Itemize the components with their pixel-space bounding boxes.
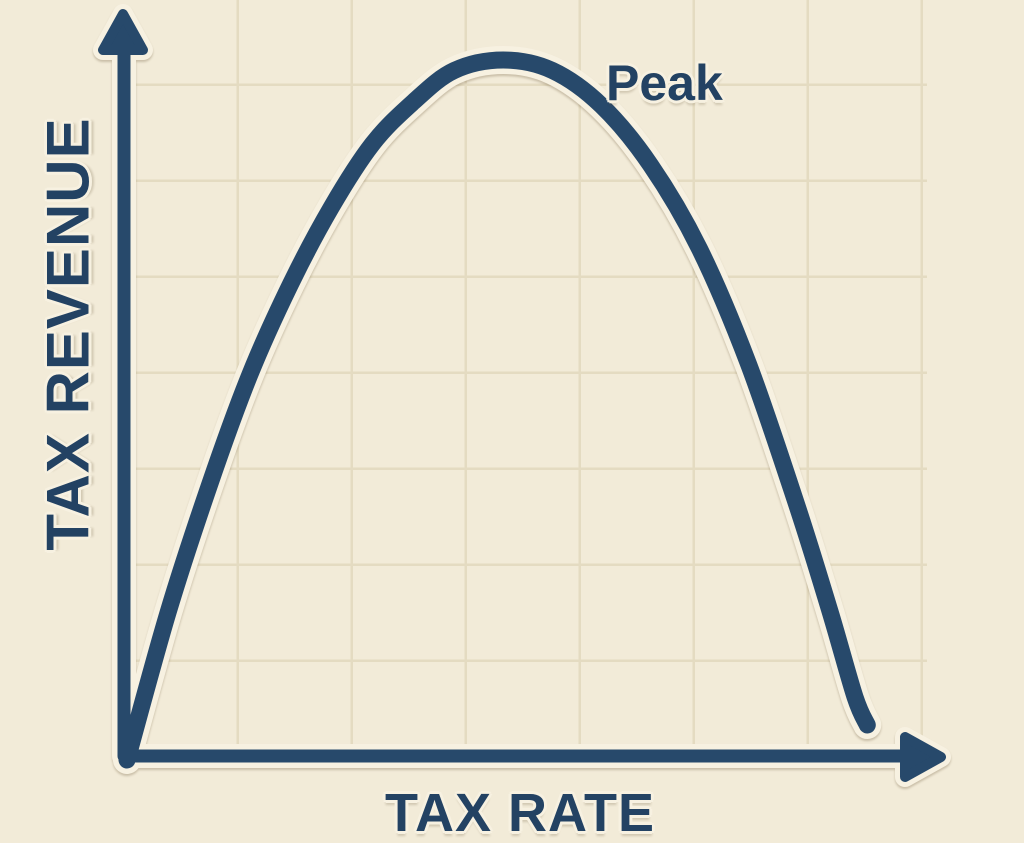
revenue-curve — [118, 51, 876, 769]
x-axis-label: TAX RATE — [385, 783, 655, 843]
y-axis-arrowhead-icon — [98, 9, 148, 55]
axis-lines — [117, 37, 913, 763]
y-axis-label: TAX REVENUE — [34, 117, 102, 551]
peak-annotation: Peak — [606, 55, 723, 111]
x-axis-arrowhead-icon — [900, 732, 946, 782]
